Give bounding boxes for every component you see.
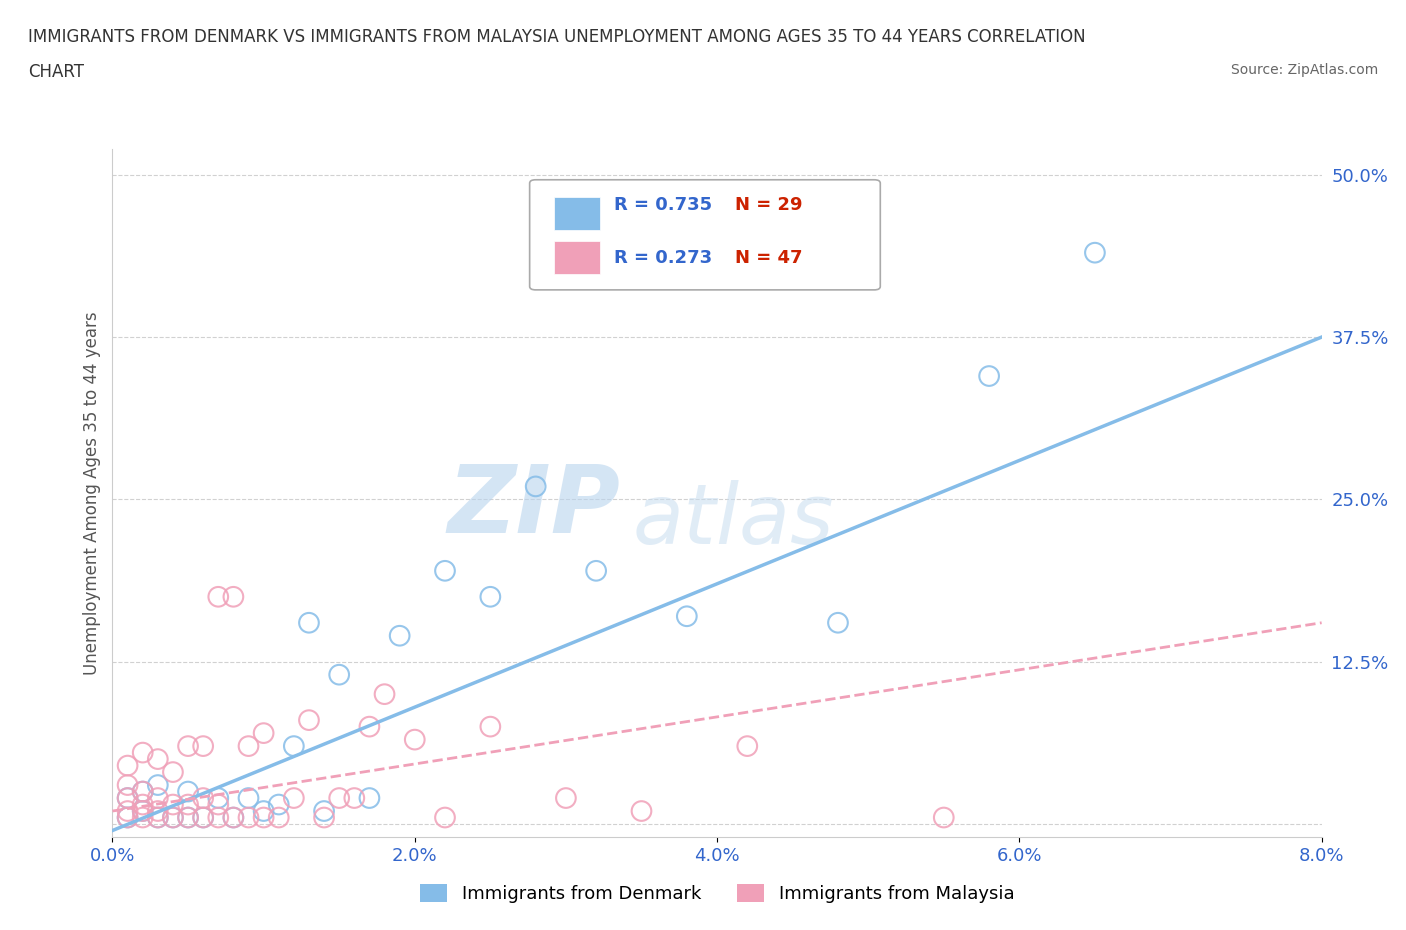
Legend: Immigrants from Denmark, Immigrants from Malaysia: Immigrants from Denmark, Immigrants from… [413, 877, 1021, 910]
Text: R = 0.735: R = 0.735 [614, 196, 713, 214]
FancyBboxPatch shape [530, 179, 880, 290]
Point [146, 777, 169, 792]
Point [207, 797, 229, 812]
Point [191, 738, 215, 753]
Point [162, 764, 184, 779]
Point [177, 810, 200, 825]
Text: IMMIGRANTS FROM DENMARK VS IMMIGRANTS FROM MALAYSIA UNEMPLOYMENT AMONG AGES 35 T: IMMIGRANTS FROM DENMARK VS IMMIGRANTS FR… [28, 28, 1085, 46]
Point [132, 804, 155, 818]
Point [177, 738, 200, 753]
Text: atlas: atlas [633, 480, 834, 561]
Point [737, 738, 759, 753]
Point [207, 810, 229, 825]
Point [117, 810, 139, 825]
Text: N = 29: N = 29 [735, 196, 803, 214]
Point [146, 790, 169, 805]
Point [1084, 246, 1107, 260]
Point [117, 790, 139, 805]
Point [524, 479, 547, 494]
Point [267, 797, 290, 812]
Point [312, 810, 335, 825]
Point [328, 790, 350, 805]
Point [433, 810, 456, 825]
Point [132, 784, 155, 799]
Point [328, 667, 350, 682]
Point [298, 616, 321, 631]
FancyBboxPatch shape [554, 197, 600, 230]
Point [479, 590, 502, 604]
Point [132, 810, 155, 825]
Point [132, 797, 155, 812]
Point [162, 810, 184, 825]
Point [283, 738, 305, 753]
Point [932, 810, 955, 825]
Point [630, 804, 652, 818]
Point [132, 745, 155, 760]
Point [222, 810, 245, 825]
Text: CHART: CHART [28, 63, 84, 81]
Point [191, 810, 215, 825]
Point [283, 790, 305, 805]
Point [267, 810, 290, 825]
FancyBboxPatch shape [554, 241, 600, 274]
Point [404, 732, 426, 747]
Point [162, 797, 184, 812]
Point [117, 790, 139, 805]
Point [253, 804, 276, 818]
Text: N = 47: N = 47 [735, 248, 803, 267]
Point [675, 609, 697, 624]
Point [146, 810, 169, 825]
Point [207, 790, 229, 805]
Point [117, 810, 139, 825]
Point [253, 725, 276, 740]
Point [177, 784, 200, 799]
Text: Source: ZipAtlas.com: Source: ZipAtlas.com [1230, 63, 1378, 77]
Point [979, 368, 1001, 383]
Point [253, 810, 276, 825]
Point [117, 804, 139, 818]
Point [388, 629, 411, 644]
Point [359, 790, 381, 805]
Point [207, 590, 229, 604]
Point [162, 810, 184, 825]
Point [312, 804, 335, 818]
Point [238, 790, 260, 805]
Point [191, 810, 215, 825]
Point [146, 810, 169, 825]
Point [585, 564, 607, 578]
Point [132, 784, 155, 799]
Point [191, 790, 215, 805]
Point [554, 790, 576, 805]
Point [359, 719, 381, 734]
Point [373, 686, 396, 701]
Point [238, 810, 260, 825]
Point [177, 797, 200, 812]
Point [146, 804, 169, 818]
Text: ZIP: ZIP [447, 460, 620, 552]
Point [222, 590, 245, 604]
Point [238, 738, 260, 753]
Point [433, 564, 456, 578]
Point [146, 751, 169, 766]
Point [117, 777, 139, 792]
Text: R = 0.273: R = 0.273 [614, 248, 713, 267]
Point [117, 758, 139, 773]
Point [132, 804, 155, 818]
Y-axis label: Unemployment Among Ages 35 to 44 years: Unemployment Among Ages 35 to 44 years [83, 312, 101, 674]
Point [298, 712, 321, 727]
Point [177, 810, 200, 825]
Point [222, 810, 245, 825]
Point [479, 719, 502, 734]
Point [827, 616, 849, 631]
Point [343, 790, 366, 805]
